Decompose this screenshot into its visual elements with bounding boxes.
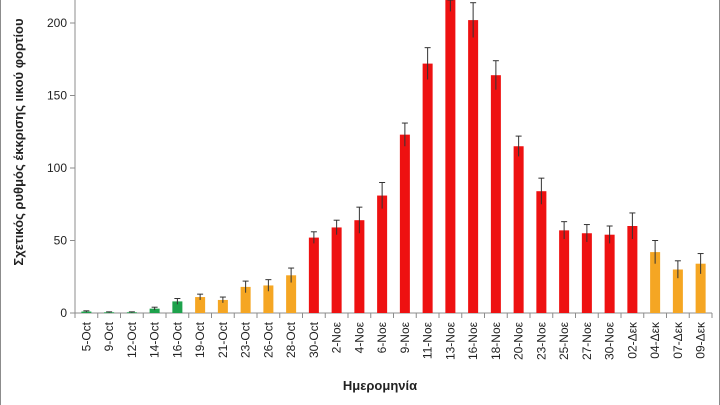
bar: [468, 20, 479, 313]
x-tick-label: 5-Oct: [79, 321, 93, 351]
x-tick-label: 04-Δεκ: [648, 321, 662, 359]
y-tick-label: 150: [47, 89, 67, 103]
bar: [490, 75, 501, 313]
x-tick-label: 12-Oct: [125, 321, 139, 358]
bar: [536, 191, 547, 313]
x-tick-label: 16-Oct: [170, 321, 184, 358]
x-tick-label: 19-Oct: [193, 321, 207, 358]
bar: [240, 286, 251, 313]
x-axis-title: Ημερομηνία: [343, 378, 417, 393]
bar: [286, 275, 297, 313]
x-tick-label: 07-Δεκ: [671, 321, 685, 359]
y-axis-title-group: Σχετικός ρυθμός έκκρισης ιικού φορτίου: [11, 18, 26, 266]
x-tick-label: 02-Δεκ: [625, 321, 639, 359]
x-tick-label: 23-Νοε: [534, 321, 548, 360]
x-tick-label: 30-Oct: [307, 321, 321, 358]
bar: [217, 299, 228, 313]
x-tick-label: 2-Νοε: [330, 321, 344, 353]
bar: [627, 226, 638, 313]
y-tick-label: 0: [60, 306, 67, 320]
bar: [695, 263, 706, 313]
bar: [308, 237, 319, 313]
bar: [650, 252, 661, 313]
x-tick-label: 11-Νοε: [421, 321, 435, 359]
bar: [195, 297, 206, 313]
y-tick-label: 50: [54, 234, 68, 248]
bar: [263, 285, 274, 313]
bar: [331, 227, 342, 313]
x-tick-label: 27-Νοε: [580, 321, 594, 360]
bar: [672, 269, 683, 313]
x-tick-label: 9-Νοε: [398, 321, 412, 353]
x-tick-label: 21-Oct: [216, 321, 230, 358]
x-tick-label: 9-Oct: [102, 321, 116, 351]
bar: [581, 233, 592, 313]
plot-area: 0 50 100 150 200 5-Oct 9-Oct 12-Oct 14-Oct 16-Oct…: [47, 0, 713, 360]
bar: [377, 195, 388, 313]
x-tick-label: 13-Νοε: [443, 321, 457, 360]
bar: [513, 146, 524, 313]
bar: [445, 0, 456, 314]
x-tick-label: 23-Oct: [239, 321, 253, 358]
bar: [399, 134, 410, 313]
bar: [172, 301, 183, 313]
bar: [422, 63, 433, 313]
bar: [149, 308, 160, 313]
x-tick-label: 28-Oct: [284, 321, 298, 358]
x-tick-label: 30-Νοε: [603, 321, 617, 360]
bar: [604, 234, 615, 313]
y-axis-title: Σχετικός ρυθμός έκκρισης ιικού φορτίου: [11, 18, 26, 266]
x-tick-label: 09-Δεκ: [694, 321, 708, 359]
x-tick-label: 16-Νοε: [466, 321, 480, 360]
bar: [354, 220, 365, 313]
x-tick-label: 26-Oct: [261, 321, 275, 358]
y-tick-label: 200: [47, 16, 67, 30]
x-tick-label: 6-Νοε: [375, 321, 389, 353]
x-tick-label: 4-Νοε: [352, 321, 366, 353]
x-tick-label: 25-Νοε: [557, 321, 571, 360]
x-tick-label: 14-Oct: [148, 321, 162, 358]
y-tick-label: 100: [47, 161, 67, 175]
x-tick-label: 20-Νοε: [512, 321, 526, 360]
x-tick-label: 18-Νοε: [489, 321, 503, 360]
bar: [559, 230, 570, 313]
